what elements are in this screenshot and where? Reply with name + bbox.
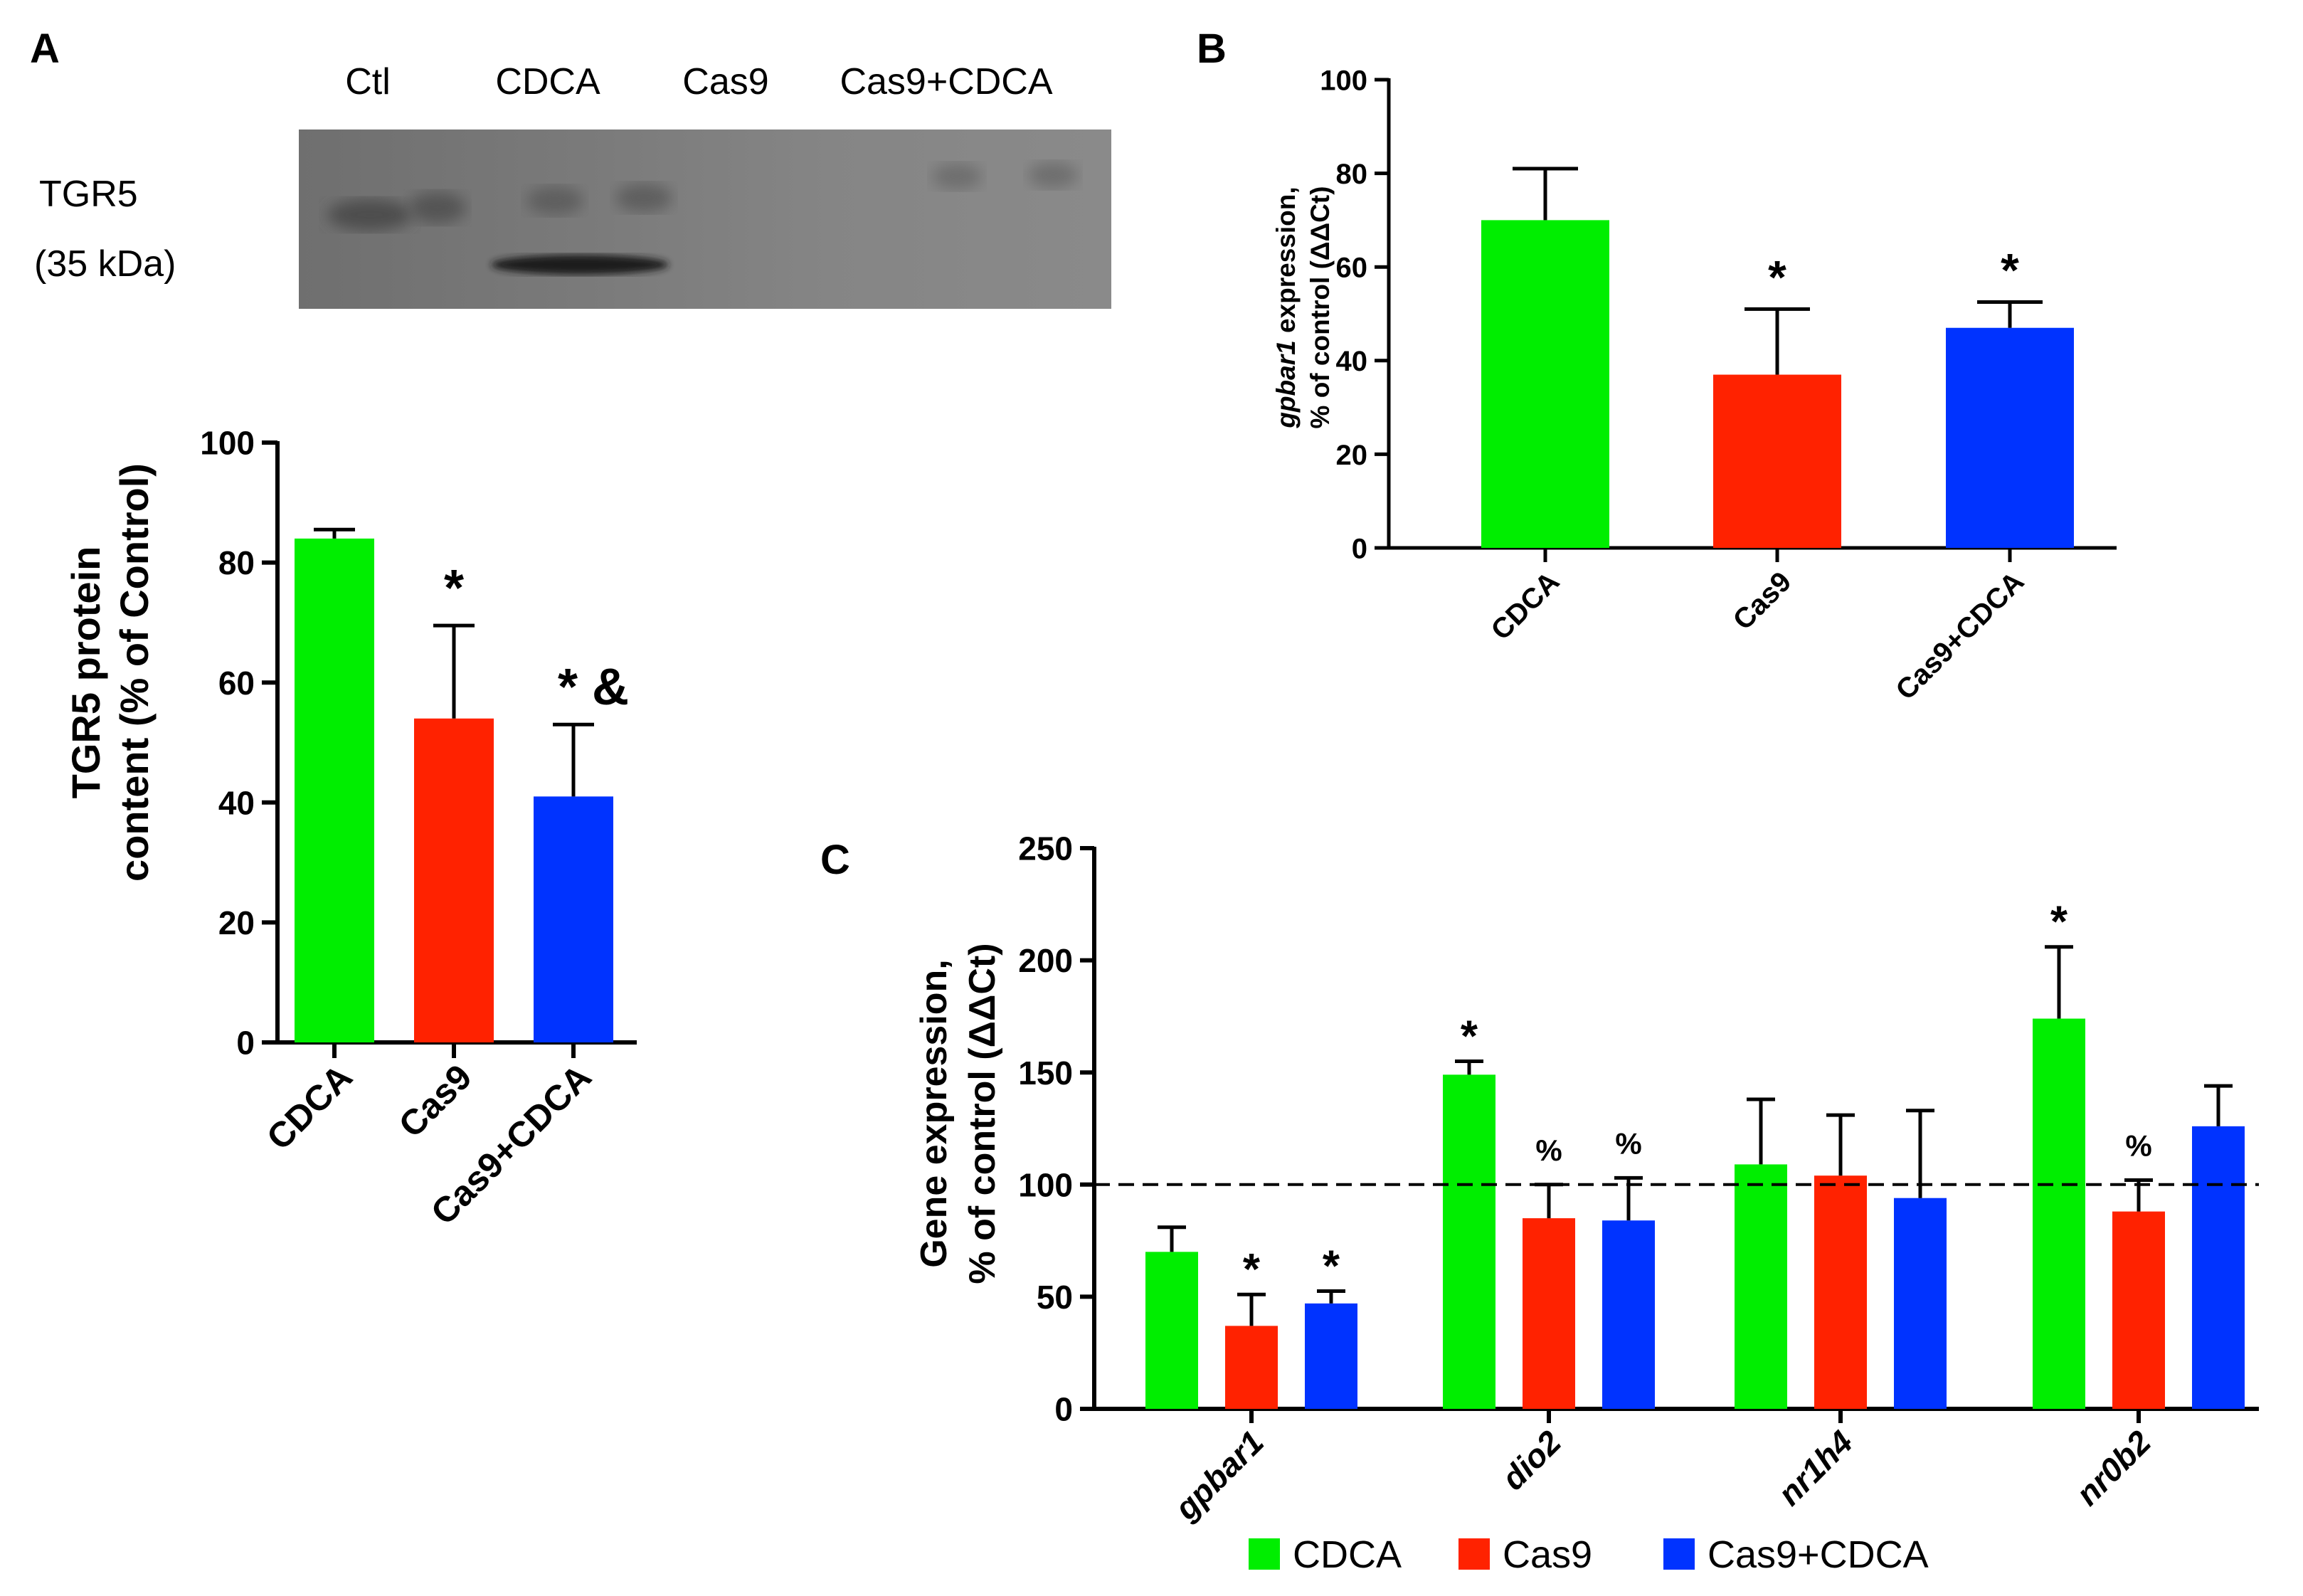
bar	[1814, 1175, 1867, 1409]
y-axis-title: content (% of Control)	[112, 463, 157, 882]
significance-marker: *	[2001, 244, 2019, 297]
bar	[1225, 1326, 1278, 1409]
legend-label: Cas9	[1503, 1533, 1592, 1576]
y-tick-label: 0	[236, 1025, 255, 1062]
bar	[1145, 1252, 1198, 1409]
y-tick-label: 100	[200, 425, 255, 462]
legend-swatch	[1249, 1538, 1280, 1570]
bar	[2112, 1211, 2165, 1409]
bar	[1602, 1220, 1655, 1409]
significance-marker: %	[1615, 1126, 1641, 1160]
y-tick-label: 250	[1018, 830, 1073, 867]
bar	[414, 718, 494, 1042]
y-tick-label: 20	[218, 904, 255, 941]
legend-swatch	[1663, 1538, 1695, 1570]
y-tick-label: 60	[1336, 253, 1368, 284]
significance-marker: *	[444, 560, 464, 617]
x-tick-label: CDCA	[259, 1057, 360, 1158]
y-axis-title-gene: gpbar1	[1271, 340, 1301, 428]
legend-label: CDCA	[1293, 1533, 1402, 1576]
y-tick-label: 0	[1054, 1391, 1073, 1428]
blot-kda-label: (35 kDa)	[34, 243, 176, 285]
significance-marker: *	[2050, 898, 2068, 947]
blot-band-ctl	[327, 199, 413, 231]
bar	[1481, 220, 1609, 548]
y-tick-label: 200	[1018, 942, 1073, 979]
significance-marker: *	[1243, 1245, 1261, 1294]
y-tick-label: 0	[1352, 533, 1367, 564]
bar	[1946, 327, 2074, 548]
y-tick-label: 40	[1336, 346, 1368, 377]
panel-b-label: B	[1197, 26, 1227, 72]
bar	[2192, 1126, 2245, 1409]
blot-band-ctl-2	[409, 192, 466, 223]
y-tick-label: 20	[1336, 440, 1368, 471]
panel-a-label: A	[30, 26, 60, 72]
x-tick-label: nr0b2	[2069, 1423, 2159, 1513]
bar	[1894, 1198, 1947, 1409]
blot-band-cas9cdca	[932, 164, 982, 189]
blot-protein-label: TGR5	[39, 174, 138, 215]
legend: CDCA Cas9 Cas9+CDCA	[1249, 1533, 1929, 1576]
x-tick-label: nr1h4	[1771, 1423, 1860, 1512]
western-blot: TGR5 (35 kDa) Ctl CDCA Cas9 Cas9+CDCA	[34, 61, 1111, 309]
blot-band-cdca	[491, 255, 669, 275]
blot-lane-label: CDCA	[495, 61, 600, 102]
y-tick-label: 100	[1018, 1166, 1073, 1203]
legend-label: Cas9+CDCA	[1708, 1533, 1929, 1576]
bar	[1735, 1164, 1787, 1409]
bar	[1305, 1303, 1357, 1409]
significance-marker: *	[1323, 1242, 1340, 1291]
bar	[1523, 1218, 1575, 1409]
y-axis-title: TGR5 protein	[63, 546, 108, 799]
blot-band-cdca-2	[526, 186, 583, 215]
bar	[2033, 1018, 2085, 1409]
y-tick-label: 150	[1018, 1055, 1073, 1092]
y-axis-title: gpbar1 expression,	[1271, 186, 1301, 428]
y-tick-label: 80	[218, 544, 255, 581]
y-axis-title-rest: expression,	[1271, 186, 1301, 340]
significance-marker: *	[1768, 250, 1786, 303]
y-axis-title: % of control (ΔΔCt)	[1306, 186, 1335, 429]
blot-lane-label: Ctl	[345, 61, 391, 102]
x-tick-label: dio2	[1494, 1423, 1568, 1497]
significance-marker: * &	[558, 659, 629, 716]
y-tick-label: 50	[1037, 1279, 1073, 1316]
blot-band-cas9cdca-2	[1028, 162, 1078, 188]
blot-band-cdca-3	[615, 184, 672, 212]
significance-marker: *	[1461, 1012, 1478, 1061]
x-tick-label: Cas9	[1727, 566, 1798, 636]
y-axis-title: % of control (ΔΔCt)	[962, 943, 1003, 1284]
significance-marker: %	[1535, 1133, 1562, 1167]
x-tick-label: CDCA	[1486, 566, 1566, 646]
y-axis-title: Gene expression,	[914, 959, 955, 1268]
chart-b: 0 20 40 60 80 100 CDCA Cas9 * Cas9+CDCA * gpbar1 ex…	[1271, 65, 2117, 706]
significance-marker: %	[2125, 1129, 2151, 1162]
y-tick-label: 40	[218, 784, 255, 821]
bar	[534, 796, 613, 1042]
chart-c: 0 50 100 150 200 250 * * gpbar1 *% % dio2 nr1h4 *% nr0…	[914, 830, 2259, 1576]
bar	[295, 538, 374, 1042]
y-tick-label: 100	[1320, 65, 1367, 96]
y-tick-label: 80	[1336, 159, 1368, 190]
bar	[1443, 1074, 1495, 1409]
x-tick-label: Cas9+CDCA	[1890, 566, 2030, 706]
panel-c-label: C	[820, 837, 850, 883]
x-tick-label: Cas9	[391, 1057, 480, 1145]
bar	[1713, 374, 1841, 548]
blot-lane-label: Cas9+CDCA	[840, 61, 1052, 102]
y-tick-label: 60	[218, 665, 255, 702]
x-tick-label: gpbar1	[1167, 1423, 1271, 1527]
blot-lane-label: Cas9	[682, 61, 768, 102]
legend-swatch	[1458, 1538, 1490, 1570]
